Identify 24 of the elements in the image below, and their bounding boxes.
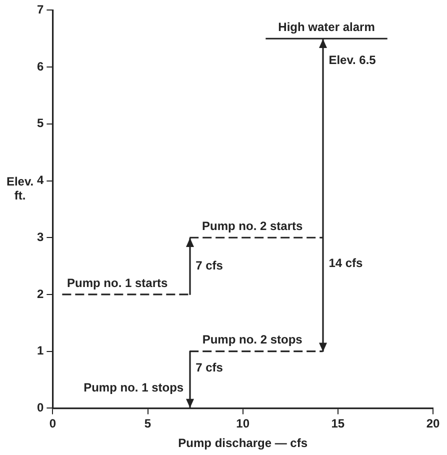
y-tick-label: 5 [36, 116, 44, 130]
annotation: 14 cfs [328, 256, 364, 270]
y-tick-label: 0 [36, 400, 44, 415]
x-axis-title: Pump discharge — cfs [178, 436, 308, 450]
x-tick-label: 15 [331, 416, 345, 431]
annotation: 7 cfs [196, 360, 224, 375]
y-tick-label: 1 [36, 344, 44, 358]
annotation: Pump no. 2 starts [202, 218, 304, 233]
y-axis-title: Elev. ft. [6, 174, 34, 203]
annotation: Pump no. 1 stops [84, 380, 184, 395]
y-tick-label: 7 [36, 2, 44, 17]
x-tick-label: 0 [49, 416, 56, 431]
y-tick-label: 2 [36, 286, 44, 301]
x-tick-label: 5 [144, 416, 152, 431]
annotation: High water alarm [278, 20, 375, 34]
annotation: Pump no. 2 stops [202, 332, 303, 347]
y-tick-label: 6 [36, 59, 44, 74]
annotation: Pump no. 1 starts [66, 276, 168, 290]
annotation: Elev. 6.5 [328, 52, 376, 67]
x-tick-label: 20 [426, 416, 440, 431]
y-tick-label: 4 [36, 173, 44, 188]
x-tick-label: 10 [236, 416, 250, 431]
y-tick-label: 3 [36, 230, 44, 244]
annotation: 7 cfs [196, 258, 224, 272]
